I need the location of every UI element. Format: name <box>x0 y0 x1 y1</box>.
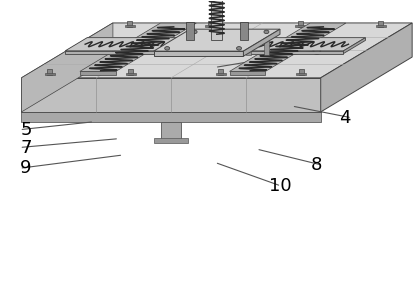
Polygon shape <box>80 72 116 75</box>
Bar <box>264 34 269 55</box>
Bar <box>298 21 303 27</box>
Polygon shape <box>212 51 344 54</box>
Bar <box>218 69 223 75</box>
Bar <box>246 34 251 55</box>
Text: 8: 8 <box>310 156 322 174</box>
Polygon shape <box>65 51 200 54</box>
Bar <box>186 22 194 40</box>
Text: 4: 4 <box>339 109 351 127</box>
Bar <box>376 25 386 27</box>
Text: 7: 7 <box>20 139 32 156</box>
Circle shape <box>264 30 269 34</box>
Circle shape <box>236 46 241 50</box>
Polygon shape <box>21 23 412 78</box>
Bar <box>228 34 233 55</box>
Bar <box>154 138 188 143</box>
Polygon shape <box>153 51 244 56</box>
Bar <box>128 69 133 75</box>
Polygon shape <box>21 112 321 122</box>
Polygon shape <box>244 29 280 56</box>
Polygon shape <box>80 23 196 72</box>
Polygon shape <box>21 78 321 112</box>
Bar <box>299 69 304 75</box>
Text: 5: 5 <box>20 121 32 139</box>
Bar <box>126 73 136 75</box>
Polygon shape <box>65 38 222 51</box>
Text: 6: 6 <box>310 41 322 59</box>
Bar <box>378 21 383 27</box>
Circle shape <box>165 46 170 50</box>
Bar <box>296 73 306 75</box>
Bar <box>45 73 55 75</box>
Bar <box>208 21 213 27</box>
Bar <box>161 122 181 139</box>
Text: 9: 9 <box>20 159 32 177</box>
Polygon shape <box>344 38 365 54</box>
Bar <box>127 21 132 27</box>
Bar <box>205 25 215 27</box>
Circle shape <box>192 30 197 34</box>
Bar <box>125 25 135 27</box>
Polygon shape <box>229 23 346 72</box>
Bar <box>240 22 248 40</box>
Bar <box>295 25 305 27</box>
Bar <box>216 73 226 75</box>
Polygon shape <box>153 29 280 51</box>
Bar <box>211 0 222 40</box>
Polygon shape <box>21 23 113 112</box>
Polygon shape <box>200 38 222 54</box>
Polygon shape <box>321 23 412 112</box>
Text: 10: 10 <box>269 177 291 195</box>
Polygon shape <box>212 38 365 51</box>
Bar <box>48 69 53 75</box>
Polygon shape <box>229 72 266 75</box>
